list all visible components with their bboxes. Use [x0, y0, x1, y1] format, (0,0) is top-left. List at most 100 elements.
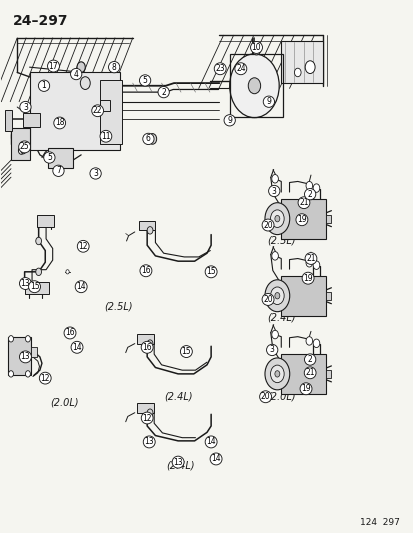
- Text: 8: 8: [112, 63, 116, 71]
- Text: 19: 19: [303, 273, 312, 282]
- Bar: [100, 100, 110, 111]
- Text: 9: 9: [266, 97, 271, 106]
- Bar: [137, 334, 154, 344]
- Text: 15: 15: [30, 282, 39, 291]
- Text: 12: 12: [142, 414, 152, 423]
- Text: 3: 3: [23, 102, 28, 111]
- Bar: [23, 114, 40, 127]
- Text: 13: 13: [21, 352, 30, 361]
- Bar: [326, 370, 330, 378]
- Circle shape: [229, 54, 278, 118]
- Bar: [326, 292, 330, 300]
- Circle shape: [312, 184, 319, 192]
- Circle shape: [77, 62, 85, 72]
- Bar: [48, 148, 73, 168]
- Text: 24–297: 24–297: [13, 14, 69, 28]
- Text: 24: 24: [235, 64, 245, 73]
- Text: 7: 7: [56, 166, 61, 175]
- Bar: [37, 215, 54, 227]
- Circle shape: [264, 358, 289, 390]
- Text: 21: 21: [306, 254, 315, 263]
- Circle shape: [271, 252, 278, 260]
- Bar: [24, 282, 49, 294]
- Bar: [5, 110, 12, 131]
- Text: 14: 14: [206, 438, 216, 447]
- Circle shape: [274, 293, 279, 299]
- Circle shape: [147, 340, 152, 348]
- Text: 22: 22: [93, 106, 102, 115]
- Text: 19: 19: [301, 384, 310, 393]
- Circle shape: [9, 370, 14, 377]
- Circle shape: [148, 134, 156, 144]
- Text: (2.4L): (2.4L): [166, 461, 194, 471]
- Circle shape: [264, 203, 289, 235]
- Circle shape: [66, 270, 69, 274]
- Circle shape: [147, 409, 152, 416]
- Text: 14: 14: [211, 455, 221, 463]
- Text: 12: 12: [78, 242, 88, 251]
- Circle shape: [9, 336, 14, 342]
- Text: (2.4L): (2.4L): [266, 312, 295, 322]
- Text: (2.0L): (2.0L): [266, 392, 295, 402]
- Text: 2: 2: [307, 190, 312, 199]
- Circle shape: [305, 181, 312, 190]
- Bar: [280, 354, 326, 394]
- Bar: [280, 199, 326, 239]
- Circle shape: [274, 215, 279, 222]
- Bar: [29, 72, 120, 150]
- Circle shape: [25, 370, 30, 377]
- Circle shape: [274, 370, 279, 377]
- Text: 3: 3: [269, 345, 274, 354]
- Bar: [139, 221, 155, 230]
- Circle shape: [304, 61, 314, 74]
- Text: 20: 20: [263, 221, 272, 230]
- Bar: [280, 276, 326, 316]
- Circle shape: [21, 148, 26, 154]
- Text: 20: 20: [260, 392, 270, 401]
- Circle shape: [248, 78, 260, 94]
- Bar: [31, 348, 36, 357]
- Circle shape: [294, 68, 300, 77]
- Circle shape: [147, 227, 152, 234]
- Text: 13: 13: [144, 438, 154, 447]
- Text: 18: 18: [55, 118, 64, 127]
- Text: (2.5L): (2.5L): [104, 301, 132, 311]
- Text: 11: 11: [101, 132, 110, 141]
- Text: 5: 5: [142, 76, 147, 85]
- Circle shape: [305, 259, 312, 267]
- Circle shape: [36, 268, 41, 276]
- Text: 23: 23: [215, 64, 225, 73]
- Text: 6: 6: [146, 134, 150, 143]
- Text: (2.4L): (2.4L): [164, 392, 192, 402]
- Text: 5: 5: [47, 153, 52, 162]
- Text: 14: 14: [76, 282, 86, 291]
- Text: 10: 10: [251, 43, 261, 52]
- Bar: [8, 337, 31, 375]
- Circle shape: [271, 330, 278, 339]
- Circle shape: [36, 237, 41, 245]
- Text: 14: 14: [72, 343, 82, 352]
- Text: 4: 4: [74, 70, 78, 78]
- Circle shape: [252, 44, 260, 55]
- Circle shape: [80, 77, 90, 90]
- Text: 16: 16: [65, 328, 75, 337]
- Text: 17: 17: [49, 62, 58, 70]
- Text: 9: 9: [227, 116, 232, 125]
- Bar: [137, 403, 154, 413]
- Bar: [229, 54, 282, 117]
- Text: 15: 15: [181, 347, 191, 356]
- Text: 1: 1: [42, 81, 46, 90]
- Circle shape: [270, 287, 283, 304]
- Text: 21: 21: [299, 198, 308, 207]
- Bar: [326, 215, 330, 223]
- Text: 16: 16: [141, 266, 150, 275]
- Text: 3: 3: [271, 187, 276, 196]
- Text: (2.0L): (2.0L): [50, 397, 79, 407]
- Bar: [280, 41, 322, 83]
- Text: 19: 19: [297, 215, 306, 224]
- Text: 124  297: 124 297: [359, 518, 399, 527]
- Circle shape: [312, 261, 319, 269]
- Circle shape: [270, 365, 283, 383]
- Circle shape: [312, 339, 319, 348]
- Circle shape: [271, 174, 278, 183]
